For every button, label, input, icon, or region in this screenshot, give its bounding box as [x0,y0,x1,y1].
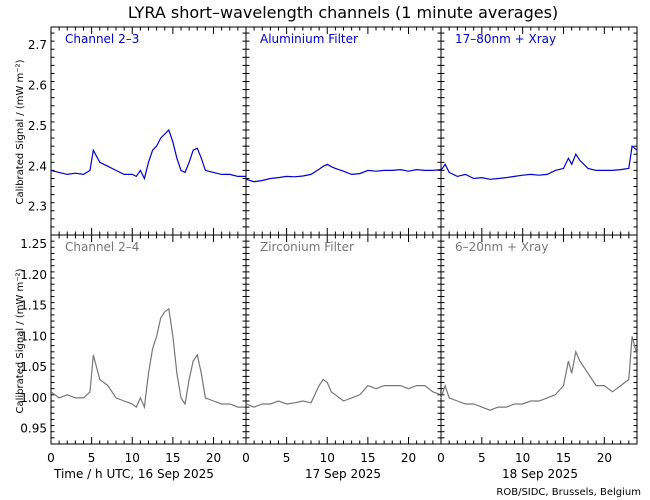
y-tick-label: 1.15 [20,299,47,313]
day-label-2: 17 Sep 2025 [305,467,381,481]
y-tick-label: 1.20 [20,268,47,282]
panel-bottom-1: Channel 2–4 0.95 1.00 1.05 1.10 1.15 1.20 1.25 0… [20,234,247,465]
x-tick-label: 5 [478,451,486,465]
x-tick-label: 15 [556,451,571,465]
series-line-bottom-2 [245,378,442,408]
x-tick-label: 0 [242,451,250,465]
series-line-bottom-1 [50,307,246,410]
x-tick-label: 10 [515,451,530,465]
bottom-row-ylabel: Calibrated Signal / (mW m⁻²) [15,268,26,413]
y-tick-label: 2.4 [28,159,47,173]
day-label-1: Time / h UTC, 16 Sep 2025 [53,467,214,481]
svg-text:Calibrated Signal / (mW m⁻²): Calibrated Signal / (mW m⁻²) [15,268,26,413]
x-tick-label: 20 [597,451,612,465]
panel-bottom-2: Zirconium Filter 0 5 10 15 20 [242,234,442,465]
panel-label: 6–20nm + Xray [455,240,549,254]
y-tick-label: 1.00 [20,391,47,405]
day-label-3: 18 Sep 2025 [502,467,578,481]
x-tick-label: 5 [283,451,291,465]
series-line-bottom-3 [440,336,638,411]
panel-bottom-3: 6–20nm + Xray 0 5 10 15 20 [437,234,638,465]
panel-grid: Channel 2–3 2.3 2.4 2.5 2.6 2.7 Aluminium Filt… [20,26,638,465]
svg-text:Calibrated Signal / (mW m⁻²): Calibrated Signal / (mW m⁻²) [15,59,26,204]
series-line-top-2 [245,163,442,183]
panel-top-3: 17–80nm + Xray [440,26,638,236]
panel-label: Aluminium Filter [260,32,358,46]
top-row-ylabel: Calibrated Signal / (mW m⁻²) [15,59,26,204]
panel-top-1: Channel 2–3 2.3 2.4 2.5 2.6 2.7 [28,26,247,236]
x-day-labels: Time / h UTC, 16 Sep 2025 17 Sep 2025 18… [53,467,578,481]
panel-label: 17–80nm + Xray [455,32,556,46]
panel-frame [245,234,442,445]
panel-frame [245,26,442,236]
y-tick-label: 1.25 [20,237,47,251]
x-tick-label: 15 [165,451,180,465]
y-tick-label: 0.95 [20,422,47,436]
x-tick-label: 0 [47,451,55,465]
y-tick-label: 1.05 [20,360,47,374]
chart-title: LYRA short–wavelength channels (1 minute… [128,3,558,22]
y-tick-label: 2.5 [28,119,47,133]
series-line-top-3 [440,144,638,180]
x-tick-label: 15 [360,451,375,465]
y-tick-label: 2.6 [28,79,47,93]
series-line-top-1 [50,128,246,181]
y-tick-label: 2.3 [28,200,47,214]
panel-frame [440,234,638,445]
panel-label: Zirconium Filter [260,240,354,254]
panel-frame [440,26,638,236]
x-tick-label: 20 [401,451,416,465]
panel-label: Channel 2–3 [65,32,139,46]
x-tick-label: 20 [206,451,221,465]
x-tick-label: 10 [320,451,335,465]
panel-frame [50,234,247,445]
x-tick-label: 0 [437,451,445,465]
y-tick-label: 1.10 [20,329,47,343]
credit-label: ROB/SIDC, Brussels, Belgium [496,487,641,498]
y-tick-label: 2.7 [28,38,47,52]
x-tick-label: 10 [125,451,140,465]
panel-top-2: Aluminium Filter [245,26,442,236]
panel-frame [50,26,247,236]
x-tick-label: 5 [88,451,96,465]
panel-label: Channel 2–4 [65,240,139,254]
